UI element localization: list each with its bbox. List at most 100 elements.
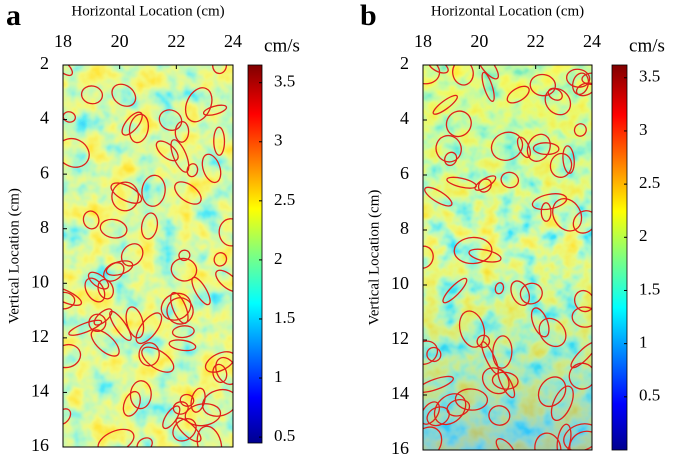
contour [109,310,132,342]
colorbar-tick-label: 0.5 [274,426,295,445]
contour [155,140,179,162]
colorbar-tick-label: 0.5 [639,386,660,405]
contour [568,362,592,390]
contour [129,380,152,410]
colorbar-label: cm/s [264,35,300,56]
contour [474,175,497,191]
contour [570,341,592,369]
contour [110,182,143,204]
y-tick-label: 4 [400,108,409,128]
colorbar-tick-label: 3.5 [274,72,295,91]
x-tick-label: 22 [527,31,545,51]
colorbar-tick-label: 1.5 [639,279,660,298]
contour [476,334,491,349]
colorbar-tick-label: 2 [274,249,283,268]
contour [544,87,572,116]
contour [475,65,500,80]
contour [426,406,450,427]
plot-frame [422,64,593,451]
x-tick-label: 20 [111,31,129,51]
y-tick-label: 8 [40,217,49,237]
colorbar-tick-label: 3.5 [639,67,660,86]
contour [141,174,166,207]
contour [168,339,197,352]
contour [63,408,72,426]
contour [519,282,543,305]
contour [550,385,574,422]
contour [432,94,459,115]
panel-label: a [6,0,21,32]
contour [63,286,83,306]
contour [426,346,442,363]
contour [575,82,592,97]
contour [63,65,74,77]
x-axis-label: Horizontal Location (cm) [431,3,584,19]
contour [497,368,516,399]
contour [573,289,592,313]
contour [175,417,202,443]
contour [140,212,159,240]
contour [569,430,592,450]
contour [454,388,489,411]
contour [424,186,453,207]
contour [178,249,191,262]
colorbar-tick-label: 1 [274,367,283,386]
contour [452,65,474,86]
contour [179,393,195,407]
y-tick-label: 14 [391,383,409,403]
contour [172,418,197,442]
colorbar-tick-label: 1 [639,333,648,352]
contour [99,218,128,239]
contour [562,145,575,174]
contour [481,341,500,375]
contour [166,297,194,325]
contour [191,276,211,306]
contour [458,310,486,348]
y-tick-label: 16 [391,438,409,458]
contour [174,121,190,143]
contour [213,126,226,156]
contour [141,346,175,373]
heatmap [63,65,233,447]
contour [537,376,567,408]
contour [171,325,195,339]
contour [534,432,562,450]
contour [433,393,467,426]
contour [423,65,441,85]
x-tick-label: 18 [54,31,72,51]
contour [82,210,100,230]
y-tick-label: 2 [40,53,49,73]
x-tick-label: 20 [470,31,488,51]
contour [172,401,189,415]
y-tick-label: 4 [40,108,49,128]
contour [213,252,228,267]
contour [202,104,228,116]
contour [532,142,560,156]
contour [63,343,82,369]
contour [90,329,120,357]
contour [136,437,153,447]
colorbar-tick-label: 1.5 [274,308,295,327]
contour [121,111,143,136]
y-tick-label: 10 [391,273,409,293]
contour [453,236,493,265]
contour [170,139,190,173]
contour [423,426,443,450]
contour [565,68,591,88]
contour [120,243,144,267]
contour [111,181,140,212]
contour [218,218,233,247]
contour [84,277,106,303]
contour [442,277,468,304]
contour [196,425,223,447]
contour [174,181,202,205]
x-tick-label: 24 [224,31,242,51]
contour [573,123,587,137]
colorbar [247,64,263,444]
contour [190,387,206,413]
y-tick-label: 12 [391,328,409,348]
panel-label: b [360,0,377,32]
y-axis-label: Vertical Location (cm) [366,190,382,326]
contour [63,291,76,310]
